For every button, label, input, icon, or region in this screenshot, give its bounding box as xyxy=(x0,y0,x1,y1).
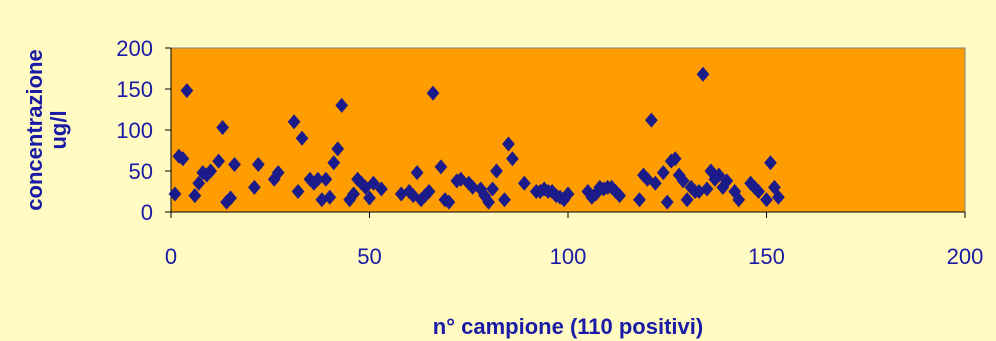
data-point xyxy=(482,194,495,210)
data-point xyxy=(188,188,202,204)
data-point xyxy=(486,181,499,197)
data-point xyxy=(247,179,261,195)
data-point xyxy=(613,188,626,204)
data-point xyxy=(410,165,424,181)
data-point xyxy=(271,165,285,181)
data-point xyxy=(212,153,226,169)
data-point xyxy=(176,151,190,167)
data-point xyxy=(696,66,710,82)
x-tick-label: 200 xyxy=(947,244,984,269)
data-point xyxy=(517,175,531,191)
data-point xyxy=(311,171,325,187)
data-point xyxy=(287,114,301,130)
data-point xyxy=(251,156,265,172)
data-point xyxy=(434,159,448,175)
plot-area xyxy=(170,47,966,213)
data-point xyxy=(180,83,194,99)
x-tick-labels: 0 50 100 150 200 xyxy=(165,212,983,269)
data-point xyxy=(561,186,575,202)
data-point xyxy=(660,194,674,210)
x-axis-title: n° campione (110 positivi) xyxy=(433,314,703,339)
data-point xyxy=(442,194,456,210)
data-point xyxy=(367,175,380,191)
y-tick-label: 150 xyxy=(116,77,153,102)
y-tick-label: 100 xyxy=(116,118,153,143)
y-axis-title-line-2: ug/l xyxy=(46,110,71,149)
x-tick-label: 0 xyxy=(165,244,177,269)
data-point xyxy=(319,171,333,187)
data-point xyxy=(752,184,765,199)
data-points xyxy=(168,66,785,210)
data-point xyxy=(168,186,182,202)
data-point xyxy=(347,186,360,202)
data-point xyxy=(490,163,503,179)
y-axis-title-line-1: concentrazione xyxy=(22,49,47,210)
data-point xyxy=(327,155,341,171)
y-axis-title: concentrazione ug/l xyxy=(22,49,71,210)
data-point xyxy=(760,192,773,208)
data-point xyxy=(331,141,345,157)
data-point xyxy=(224,190,237,206)
data-point xyxy=(363,190,376,206)
data-point xyxy=(656,165,670,181)
data-point xyxy=(426,85,440,101)
data-point xyxy=(323,189,337,205)
data-point xyxy=(633,192,646,208)
data-point xyxy=(335,97,349,113)
data-point xyxy=(720,173,734,189)
y-tick-labels: 0 50 100 150 200 xyxy=(116,36,171,225)
data-point xyxy=(192,175,206,191)
data-point xyxy=(712,167,726,183)
y-tick-label: 0 xyxy=(141,200,153,225)
data-point xyxy=(648,175,662,191)
data-point xyxy=(506,151,519,167)
data-point xyxy=(676,173,690,189)
data-point xyxy=(216,120,229,136)
data-point xyxy=(732,192,746,208)
x-tick-label: 100 xyxy=(550,244,587,269)
x-tick-label: 50 xyxy=(357,244,381,269)
data-point xyxy=(644,112,658,128)
data-point xyxy=(295,130,309,146)
data-point xyxy=(502,136,515,152)
x-tick-label: 150 xyxy=(748,244,785,269)
data-point xyxy=(498,192,511,208)
data-point xyxy=(375,181,388,197)
data-point xyxy=(466,179,480,195)
data-point xyxy=(204,163,218,179)
data-point xyxy=(764,155,777,171)
y-tick-label: 50 xyxy=(129,159,153,184)
data-point xyxy=(700,181,714,197)
data-point xyxy=(772,189,785,205)
data-point xyxy=(668,151,682,167)
data-point xyxy=(228,156,241,172)
data-point xyxy=(422,184,436,199)
y-tick-label: 200 xyxy=(116,36,153,61)
data-point xyxy=(680,192,694,208)
data-point xyxy=(291,184,305,199)
